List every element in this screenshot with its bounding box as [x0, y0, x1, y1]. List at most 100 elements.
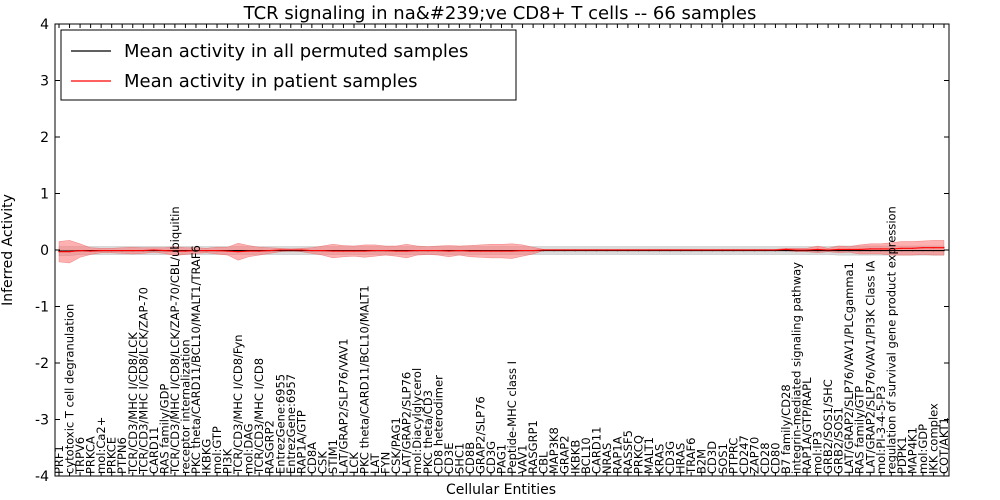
data-point: [58, 251, 60, 253]
data-point: [932, 250, 935, 252]
x-tick-label: B7 family/CD28: [779, 384, 793, 474]
data-point: [627, 249, 629, 251]
x-tick-label: LAT/GRAP2/SLP76: [400, 372, 414, 474]
data-point: [416, 250, 418, 252]
data-point: [353, 250, 355, 252]
data-point: [680, 249, 682, 251]
x-tick-label: EntrezGene:6955: [273, 374, 287, 474]
data-point: [595, 249, 597, 251]
x-tick-label: PTPN6: [115, 437, 129, 474]
x-tick-label: mol:PI-3-4-5-P3: [874, 386, 888, 474]
x-tick-label: KRAS: [653, 444, 667, 474]
x-tick-label: NRAS: [600, 443, 614, 474]
x-tick-label: receptor internalization: [178, 339, 192, 474]
data-point: [68, 251, 71, 253]
x-tick-label: CARD11: [147, 427, 161, 474]
x-tick-label: CSK/PAG1: [389, 417, 403, 474]
x-tick-label: GRAP2/SLP76: [473, 396, 487, 474]
x-tick-label: mol:GDP: [916, 424, 930, 474]
x-tick-label: RAP1A: [610, 436, 624, 474]
data-point: [648, 249, 650, 251]
data-point: [616, 249, 619, 251]
x-tick-label: TCR/CD3/MHC I/CD8: [252, 358, 266, 475]
x-tick-label: COT/AKT1: [937, 417, 951, 474]
data-point: [711, 249, 713, 251]
data-point: [395, 250, 397, 252]
data-point: [880, 250, 882, 252]
data-point: [848, 248, 850, 250]
data-point: [258, 250, 260, 252]
data-point: [153, 249, 155, 251]
data-point: [406, 250, 408, 252]
x-tick-label: mol:IP3: [811, 431, 825, 474]
data-point: [743, 249, 745, 251]
x-tick-label: RASGRP2: [263, 420, 277, 474]
data-point: [869, 248, 871, 250]
x-tick-label: integrin-mediated signaling pathway: [790, 262, 804, 474]
data-point: [363, 250, 366, 252]
data-point: [374, 250, 376, 252]
data-point: [774, 249, 777, 251]
data-point: [237, 251, 239, 253]
x-tick-label: RASSF5: [621, 430, 635, 474]
data-point: [869, 250, 871, 252]
data-point: [838, 248, 840, 250]
x-tick-label: IKBKB: [568, 440, 582, 474]
y-tick-label: -2: [35, 356, 49, 372]
x-tick-label: PI3K: [221, 448, 235, 474]
x-tick-label: Peptide-MHC class I: [505, 361, 519, 474]
legend-box: [60, 29, 517, 101]
x-tick-label: SOS1: [716, 443, 730, 474]
data-point: [943, 247, 945, 249]
data-point: [817, 248, 819, 250]
x-tick-label: PDPK1: [895, 436, 909, 474]
data-point: [195, 250, 197, 252]
data-point: [543, 249, 545, 251]
legend-label-patient: Mean activity in patient samples: [124, 71, 418, 92]
data-point: [342, 250, 345, 252]
data-point: [332, 250, 334, 252]
x-tick-label: BCL10: [579, 437, 593, 474]
x-tick-label: LAT/GRAP2/SLP76/VAV1: [337, 338, 351, 474]
x-tick-label: CD8A: [305, 442, 319, 474]
x-tick-label: PKC theta/CD3: [421, 390, 435, 474]
x-tick-label: PAG1: [495, 444, 509, 474]
x-tick-label: CD3E: [442, 443, 456, 474]
x-tick-label: IKK complex: [927, 403, 941, 474]
data-point: [248, 250, 250, 252]
x-tick-label: VAV1: [516, 445, 530, 474]
data-point: [585, 249, 587, 251]
data-point: [859, 250, 861, 252]
x-tick-label: PRF1: [52, 445, 66, 474]
data-point: [795, 249, 798, 251]
y-tick-label: 4: [40, 17, 49, 33]
legend: Mean activity in all permuted samples Me…: [60, 29, 517, 101]
x-tick-label: PKC theta/CARD11/BCL10/MALT1: [358, 285, 372, 474]
x-tick-label: LAT: [368, 452, 382, 474]
x-tick-label: CD8B: [463, 442, 477, 474]
x-tick-label: mol:Diacylglycerol: [410, 368, 424, 474]
data-point: [922, 247, 924, 249]
y-axis-label: Inferred Activity: [0, 194, 16, 306]
y-tick-label: 2: [40, 130, 49, 146]
x-axis-label: Cellular Entities: [446, 482, 556, 498]
data-point: [859, 248, 861, 250]
x-tick-label: STIM1: [326, 439, 340, 474]
data-point: [300, 249, 302, 251]
x-tick-label: FYN: [379, 452, 393, 474]
data-point: [490, 250, 492, 252]
x-tick-label: B2M: [695, 449, 709, 474]
data-point: [901, 247, 903, 249]
data-point: [690, 249, 692, 251]
x-tick-label: CD80: [768, 442, 782, 474]
x-tick-label: MAP3K8: [547, 427, 561, 474]
y-tick-label: 1: [40, 187, 49, 203]
data-point: [848, 250, 850, 252]
x-tick-label: CD247: [737, 435, 751, 474]
x-tick-label: TCR/CD3/MHC I/CD8/Fyn: [231, 334, 245, 475]
y-tick-label: 3: [40, 74, 49, 90]
x-tick-label: PRKCA: [84, 436, 98, 474]
x-tick-label: TCR/CD3/MHC I/CD8/LCK/ZAP-70: [136, 287, 150, 475]
x-tick-label: mol:DAG: [242, 423, 256, 474]
data-point: [722, 249, 724, 251]
